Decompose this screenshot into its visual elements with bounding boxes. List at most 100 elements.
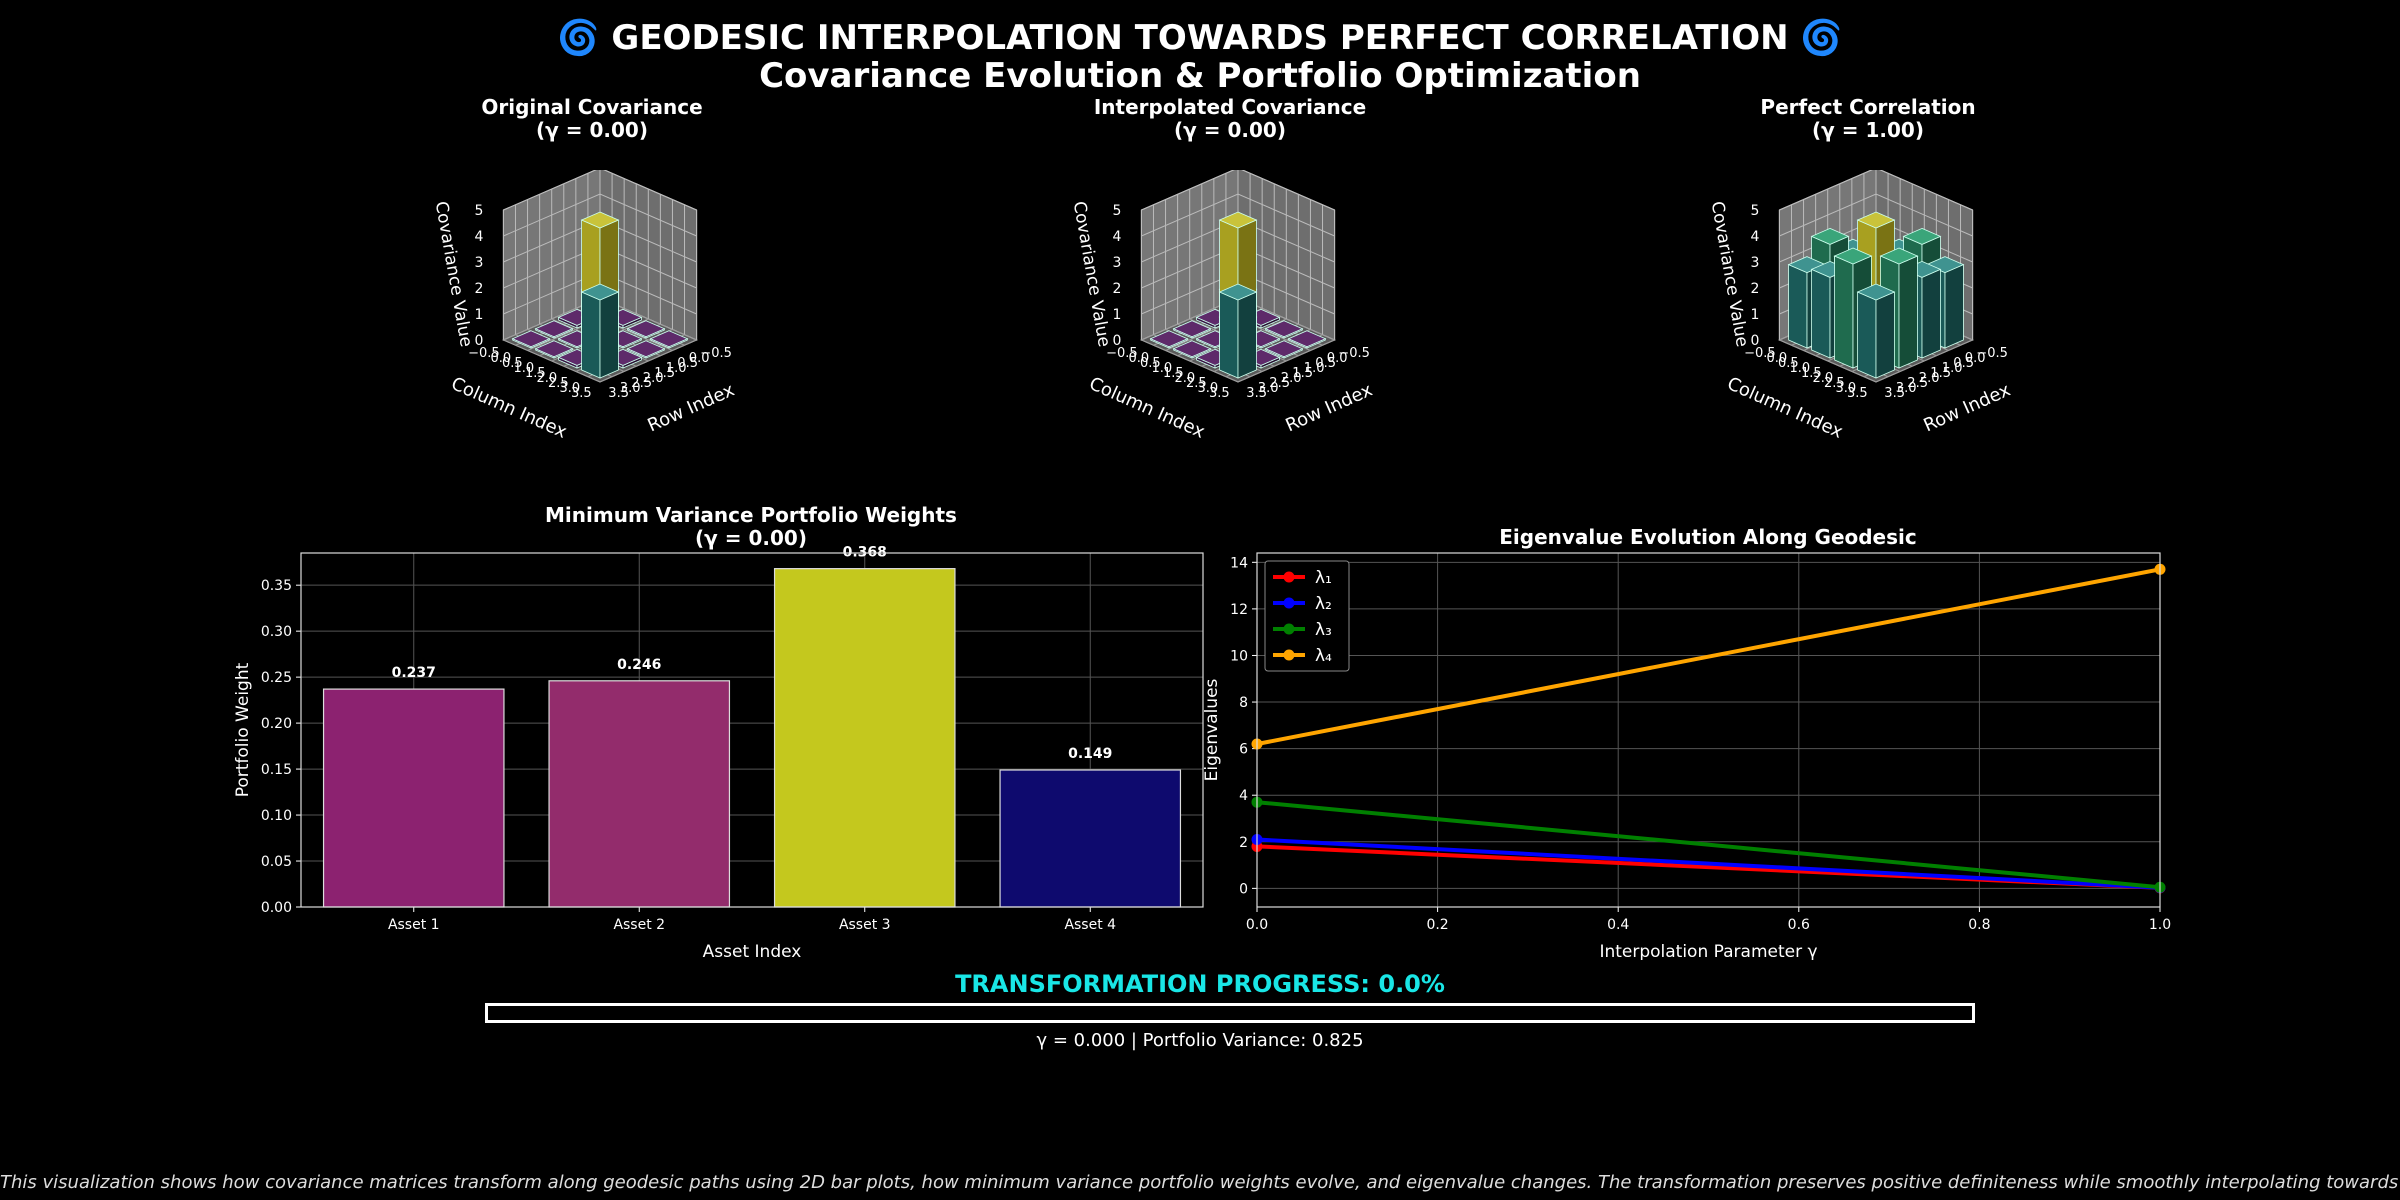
y-tick-label: 14 xyxy=(1230,555,1248,571)
y-tick-label: 0.15 xyxy=(261,762,292,778)
row-tick-label: 1.5 xyxy=(654,366,675,381)
grid-line xyxy=(503,193,697,237)
bar xyxy=(999,769,1182,908)
y-tick-label: 12 xyxy=(1230,602,1248,618)
y-tick-label: 2 xyxy=(1239,835,1248,851)
column-tick-label: 0.0 xyxy=(491,351,512,366)
main-subtitle: Covariance Evolution & Portfolio Optimiz… xyxy=(759,56,1641,96)
column-tick-label: 1.0 xyxy=(1790,361,1811,376)
bar-face xyxy=(1944,263,1964,349)
x-tick-label: Asset 2 xyxy=(613,917,665,933)
row-tick-label: 3.0 xyxy=(1896,381,1917,396)
x-tick-label: 0.0 xyxy=(1246,917,1268,933)
y-axis-label: Eigenvalues xyxy=(1202,678,1222,781)
x-tick-label: 0.6 xyxy=(1788,917,1810,933)
z-tick-label: 0 xyxy=(1112,333,1121,349)
grid-line xyxy=(1779,193,1973,237)
z-tick-label: 3 xyxy=(1750,255,1759,271)
x-axis-label: Interpolation Parameter γ xyxy=(1599,942,1817,960)
y-tick-label: 8 xyxy=(1239,695,1248,711)
x-tick-label: 0.8 xyxy=(1968,917,1990,933)
bar-top xyxy=(1925,256,1965,274)
z-axis-label: Covariance Value xyxy=(1707,200,1752,349)
bar-face xyxy=(1237,291,1257,379)
z-tick-label: 2 xyxy=(1112,281,1121,297)
bar-top xyxy=(511,330,551,348)
legend-box xyxy=(1264,560,1350,672)
y-tick-label: 0.10 xyxy=(261,808,292,824)
bar-top xyxy=(1833,247,1873,265)
bar-top xyxy=(1172,340,1212,358)
x-axis-label: Asset Index xyxy=(703,942,802,960)
row-tick-label: 1.0 xyxy=(1942,361,1963,376)
x-tick-label: Asset 4 xyxy=(1064,917,1116,933)
grid-line xyxy=(1875,339,1973,383)
bar-top xyxy=(1172,320,1212,338)
status-text: γ = 0.000 | Portfolio Variance: 0.825 xyxy=(1036,1030,1364,1051)
line-chart-title: Eigenvalue Evolution Along Geodesic xyxy=(1499,525,1917,549)
bar-top xyxy=(1902,227,1942,245)
z-tick-label: 5 xyxy=(1750,203,1759,219)
eigenvalue-evolution-chart: 0 2 4 6 8 10 12 14 0.0 0.2 0.4 0.6 0.8 1.0 λ₁ λ₂ λ₃ λ₄ Int… xyxy=(1202,552,2171,960)
series-line xyxy=(1256,567,2161,746)
z-tick-label: 5 xyxy=(474,203,483,219)
grid-line xyxy=(1141,193,1335,237)
bar-chart-title: Minimum Variance Portfolio Weights (γ = 0… xyxy=(545,503,957,550)
bar-face xyxy=(1875,291,1895,379)
legend-marker xyxy=(1283,571,1295,583)
bar-face xyxy=(599,291,619,379)
legend-label: λ₃ xyxy=(1315,620,1332,640)
bar-top xyxy=(649,330,689,348)
bar-face xyxy=(1834,255,1854,369)
column-tick-label: 1.0 xyxy=(514,361,535,376)
column-tick-label: 2.0 xyxy=(1175,371,1196,386)
bar-top xyxy=(1264,340,1304,358)
row-tick-label: 2.5 xyxy=(1269,376,1290,391)
column-tick-label: 2.5 xyxy=(548,376,569,391)
legend-marker xyxy=(1283,649,1295,661)
x-tick-label: 0.4 xyxy=(1607,917,1629,933)
progress-bar xyxy=(485,1003,1975,1023)
bar-face xyxy=(1857,291,1877,379)
row-tick-label: −0.5 xyxy=(700,346,732,361)
z-tick-label: 4 xyxy=(474,229,483,245)
row-tick-label: 1.5 xyxy=(1292,366,1313,381)
y-tick-label: 0.00 xyxy=(261,900,292,916)
grid-line xyxy=(1779,339,1877,383)
row-tick-label: 2.5 xyxy=(1907,376,1928,391)
row-tick-label: 3.5 xyxy=(1884,386,1905,401)
z-tick-label: 2 xyxy=(1750,281,1759,297)
x-tick-label: Asset 1 xyxy=(388,917,440,933)
main-title: 🌀 GEODESIC INTERPOLATION TOWARDS PERFECT… xyxy=(557,18,1843,58)
y-tick-label: 4 xyxy=(1239,788,1248,804)
panel2-title: Interpolated Covariance (γ = 0.00) xyxy=(1093,95,1367,142)
column-tick-label: 1.5 xyxy=(1801,366,1822,381)
bar-top xyxy=(580,211,620,229)
bar xyxy=(322,688,505,908)
bar xyxy=(548,680,731,908)
legend-label: λ₁ xyxy=(1315,568,1332,588)
column-tick-label: 3.5 xyxy=(1209,386,1230,401)
y-tick-label: 0.30 xyxy=(261,624,292,640)
column-tick-label: 3.5 xyxy=(1847,386,1868,401)
z-tick-label: 4 xyxy=(1750,229,1759,245)
footer-caption: This visualization shows how covariance … xyxy=(0,1172,2400,1193)
bar-face xyxy=(1898,255,1918,369)
series-line xyxy=(1256,800,2161,890)
z-tick-label: 3 xyxy=(1112,255,1121,271)
z-tick-label: 0 xyxy=(474,333,483,349)
row-tick-label: 0.0 xyxy=(1327,351,1348,366)
legend-marker xyxy=(1283,597,1295,609)
bar xyxy=(773,568,956,908)
y-tick-label: 0 xyxy=(1239,881,1248,897)
y-tick-label: 0.35 xyxy=(261,578,292,594)
y-axis-label: Row Index xyxy=(644,379,738,436)
z-tick-label: 3 xyxy=(474,255,483,271)
bar-top xyxy=(1149,330,1189,348)
column-tick-label: 1.5 xyxy=(525,366,546,381)
progress-label: TRANSFORMATION PROGRESS: 0.0% xyxy=(955,970,1445,998)
plot-frame xyxy=(300,552,1204,908)
column-tick-label: 0.5 xyxy=(1140,356,1161,371)
